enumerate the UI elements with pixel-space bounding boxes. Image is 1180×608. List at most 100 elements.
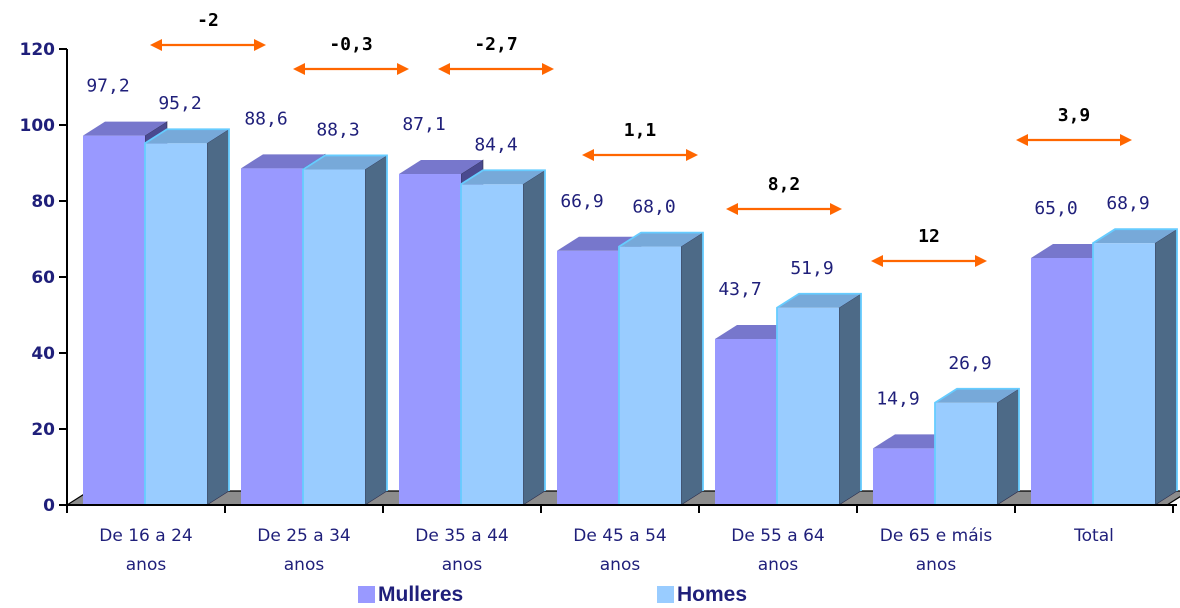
y-tick-label: 120 <box>20 40 56 60</box>
difference-label: 8,2 <box>768 174 801 195</box>
value-label: 97,2 <box>86 76 129 97</box>
difference-arrow <box>293 63 409 75</box>
value-label: 88,6 <box>244 108 287 129</box>
bar-side <box>680 232 704 506</box>
arrow-head-right <box>830 203 842 215</box>
bar-front <box>873 448 935 505</box>
bar-side <box>364 154 388 506</box>
difference-arrow <box>438 63 554 75</box>
value-label: 87,1 <box>402 114 445 135</box>
bar-top <box>303 155 387 170</box>
arrow-head-right <box>686 149 698 161</box>
value-label: 84,4 <box>474 134 517 155</box>
bar-side <box>1154 228 1178 506</box>
bar-edge <box>618 231 704 505</box>
arrow-head-left <box>438 63 450 75</box>
x-category-label: anos <box>126 555 167 575</box>
x-category-label: anos <box>600 555 641 575</box>
x-category-label: De 45 a 54 <box>573 526 666 546</box>
difference-arrow <box>871 255 987 267</box>
bar-edge <box>144 128 230 505</box>
x-category-label: anos <box>758 555 799 575</box>
difference-label: 3,9 <box>1058 105 1091 126</box>
difference-label: -0,3 <box>329 34 372 55</box>
x-category-label: De 25 a 34 <box>257 526 350 546</box>
value-label: 95,2 <box>158 93 201 114</box>
value-label: 26,9 <box>948 353 991 374</box>
bar-top <box>241 154 325 169</box>
y-tick-label: 20 <box>31 420 55 440</box>
difference-arrow <box>1016 134 1132 146</box>
arrow-head-left <box>871 255 883 267</box>
arrow-head-left <box>726 203 738 215</box>
bar-edge <box>776 292 862 505</box>
bar-homes-0 <box>144 128 230 506</box>
x-category-label: anos <box>442 555 483 575</box>
bar-homes-5 <box>934 387 1020 506</box>
y-tick-label: 100 <box>20 116 56 136</box>
arrow-head-right <box>1120 134 1132 146</box>
bar-front <box>1031 258 1093 505</box>
bar-edge <box>302 154 388 505</box>
x-category-label: anos <box>284 555 325 575</box>
bar-top <box>145 129 229 144</box>
bar-front <box>399 174 461 505</box>
bar-front <box>1093 243 1155 505</box>
x-category-label: anos <box>916 555 957 575</box>
difference-label: -2,7 <box>474 34 517 55</box>
bar-top <box>1093 229 1177 244</box>
arrow-head-left <box>293 63 305 75</box>
y-tick-label: 0 <box>43 496 55 516</box>
difference-annotations: -2 -0,3 -2,7 1,1 8,2 12 3,9 <box>150 10 1132 267</box>
bar-front <box>83 135 145 505</box>
legend: Mulleres Homes <box>358 583 747 606</box>
bar-homes-6 <box>1092 228 1178 506</box>
y-tick-label: 60 <box>31 268 55 288</box>
x-category-label: De 16 a 24 <box>99 526 192 546</box>
bar-side <box>206 128 230 506</box>
bar-front <box>777 307 839 505</box>
legend-label-mulleres: Mulleres <box>378 583 463 606</box>
x-axis: De 16 a 24 anos De 25 a 34 anos De 35 a 44 an… <box>66 504 1177 575</box>
bar-top <box>399 160 483 175</box>
bar-front <box>461 184 523 505</box>
bar-top <box>935 388 1019 403</box>
arrow-head-left <box>582 149 594 161</box>
bar-top <box>461 170 545 185</box>
bar-homes-2 <box>460 169 546 506</box>
value-label: 68,9 <box>1106 193 1149 214</box>
difference-label: 12 <box>918 226 940 247</box>
value-label: 68,0 <box>632 197 675 218</box>
x-category-label: De 55 a 64 <box>731 526 824 546</box>
arrow-head-right <box>397 63 409 75</box>
arrow-head-right <box>975 255 987 267</box>
y-tick-label: 80 <box>31 192 55 212</box>
legend-swatch-mulleres <box>358 586 375 603</box>
bar-front <box>715 338 777 505</box>
y-axis: 0 20 40 60 80 100 120 <box>20 40 68 516</box>
arrow-head-right <box>542 63 554 75</box>
bar-front <box>557 250 619 505</box>
bar-front <box>303 169 365 505</box>
bar-front <box>619 246 681 505</box>
x-category-label: De 65 e máis <box>880 526 993 546</box>
bar-top <box>83 121 167 136</box>
x-category-label: De 35 a 44 <box>415 526 508 546</box>
value-label: 43,7 <box>718 279 761 300</box>
bar-group <box>83 121 1178 506</box>
bar-front <box>935 402 997 505</box>
difference-arrow <box>150 39 266 51</box>
value-labels: 97,2 95,2 88,6 88,3 87,1 84,4 66,9 68,0 43,7 51,9… <box>86 76 1149 410</box>
value-label: 14,9 <box>876 388 919 409</box>
bar-edge <box>460 169 546 505</box>
difference-label: -2 <box>197 10 219 31</box>
difference-arrow <box>726 203 842 215</box>
difference-label: 1,1 <box>624 120 657 141</box>
bar-front <box>241 168 303 505</box>
bar-edge <box>1092 228 1178 505</box>
legend-swatch-homes <box>657 586 674 603</box>
y-tick-label: 40 <box>31 344 55 364</box>
bar-side <box>996 388 1020 506</box>
bar-homes-4 <box>776 292 862 506</box>
